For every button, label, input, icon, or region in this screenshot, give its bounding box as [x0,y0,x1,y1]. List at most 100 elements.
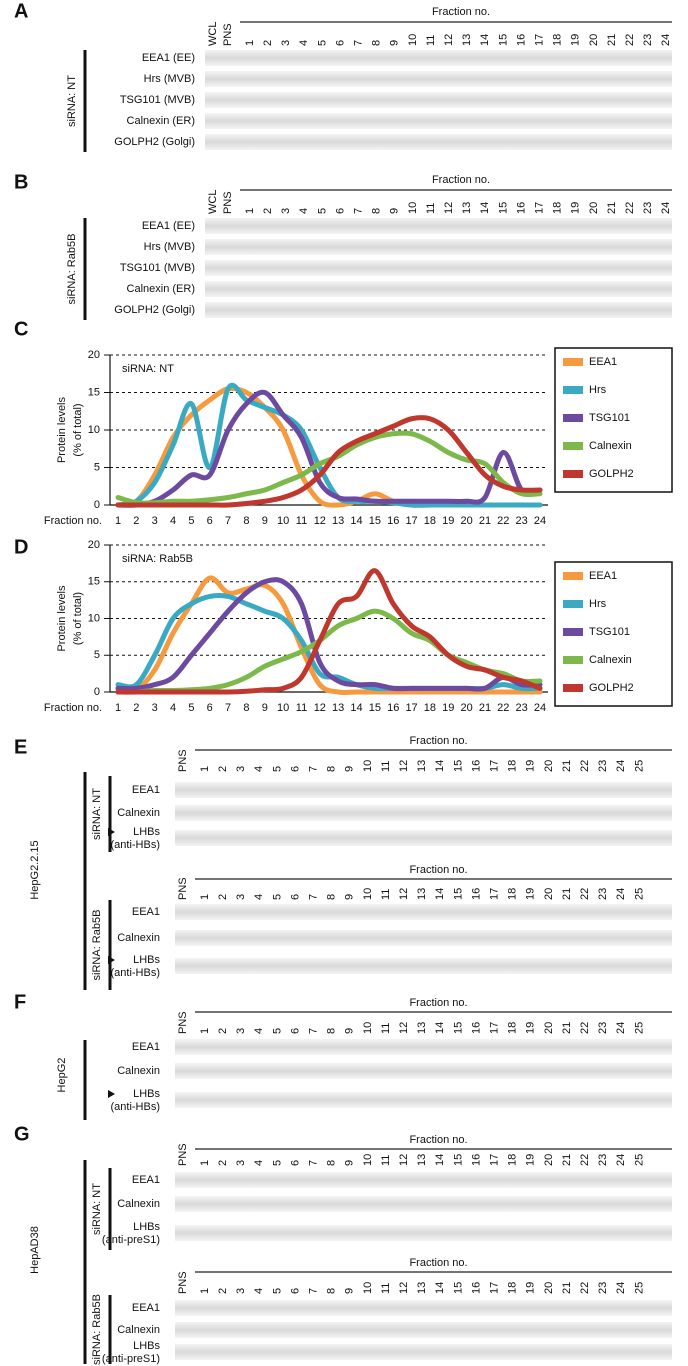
fraction-number: 8 [326,1160,338,1166]
fraction-number: 22 [579,888,591,900]
x-tick-label: 11 [296,702,307,714]
fraction-number: 24 [615,888,627,900]
x-tick-label: 3 [152,702,158,714]
fraction-number: 9 [344,1028,356,1034]
side-label: siRNA: NT [91,788,103,840]
x-tick-label: 13 [332,702,344,714]
fraction-number: 17 [489,760,501,772]
row-label: TSG101 (MVB) [120,262,195,274]
row-label: LHBs [133,1221,160,1233]
data-line [115,382,543,508]
row-label: EEA1 [132,1041,160,1053]
row-label: Hrs (MVB) [144,241,195,253]
blot-strip [175,1322,672,1338]
fraction-title: Fraction no. [409,1257,467,1269]
fraction-number: 22 [579,1022,591,1034]
fraction-number: 1 [199,894,211,900]
fraction-number: 14 [434,760,446,772]
fraction-number: 2 [217,1028,229,1034]
fraction-number: 14 [434,888,446,900]
fraction-number: 20 [543,1022,555,1034]
fraction-number: 15 [452,888,464,900]
x-tick-label: 8 [243,702,249,714]
fraction-number: 5 [271,1028,283,1034]
fraction-number: 21 [606,34,618,46]
side-label: siRNA: Rab5B [91,910,103,981]
fraction-number: 18 [507,1282,519,1294]
y-tick-label: 5 [94,461,100,473]
y-tick-label: 20 [88,349,100,361]
x-tick-label: 3 [152,515,158,527]
fraction-number: 4 [298,208,310,214]
fraction-number: 17 [489,1022,501,1034]
row-label: EEA1 (EE) [142,52,195,64]
fraction-number: 24 [615,1154,627,1166]
x-tick-label: 5 [188,515,194,527]
legend-label: Calnexin [589,440,632,452]
panel-letter: G [14,1123,30,1145]
legend-label: TSG101 [589,412,630,424]
x-tick-label: 1 [115,515,121,527]
row-label: (anti-preS1) [102,1353,160,1365]
fraction-number: 18 [507,888,519,900]
fraction-number: 12 [398,1282,410,1294]
x-tick-label: 19 [442,515,454,527]
legend-label: GOLPH2 [589,468,634,480]
fraction-number: 19 [525,1282,537,1294]
fraction-number: 5 [271,894,283,900]
fraction-number: 20 [588,34,600,46]
fraction-number: 19 [570,34,582,46]
blot-strip [175,1344,672,1360]
blot-strip [205,50,672,66]
lane-label: WCL [207,190,219,214]
fraction-number: 19 [525,760,537,772]
row-label: (anti-HBs) [110,839,160,851]
fraction-number: 1 [244,208,256,214]
fraction-number: 3 [280,40,292,46]
fraction-number: 23 [597,1022,609,1034]
side-label: siRNA: Rab5B [66,234,78,305]
fraction-number: 7 [308,766,320,772]
x-tick-label: 17 [405,702,417,714]
fraction-number: 8 [326,1028,338,1034]
fraction-number: 23 [642,34,654,46]
row-label: GOLPH2 (Golgi) [114,136,195,148]
fraction-number: 13 [416,888,428,900]
data-line [115,577,543,692]
row-label: Calnexin (ER) [127,115,195,127]
fraction-number: 11 [380,1023,392,1034]
fraction-number: 4 [298,40,310,46]
y-tick-label: 5 [94,649,100,661]
row-label: LHBs [133,1340,160,1352]
fraction-number: 10 [407,34,419,46]
blot-strip [205,281,672,297]
fraction-number: 5 [316,40,328,46]
fraction-number: 24 [615,1282,627,1294]
blot-strip [205,218,672,234]
x-tick-label: 10 [277,515,289,527]
blot-strip [175,1300,672,1316]
row-label: EEA1 [132,1174,160,1186]
blot-strip [205,260,672,276]
blot-strip [175,1196,672,1212]
row-label: (anti-preS1) [102,1234,160,1246]
fraction-number: 15 [452,1154,464,1166]
fraction-number: 19 [525,888,537,900]
fraction-number: 3 [235,1288,247,1294]
side-label: siRNA: Rab5B [91,1294,103,1365]
fraction-number: 23 [597,760,609,772]
fraction-number: 7 [308,1160,320,1166]
fraction-number: 12 [398,888,410,900]
fraction-number: 3 [235,766,247,772]
fraction-number: 20 [543,760,555,772]
fraction-number: 13 [416,1154,428,1166]
x-tick-label: 11 [296,515,307,527]
fraction-number: 15 [497,202,509,214]
x-tick-label: 21 [479,515,491,527]
fraction-number: 15 [497,34,509,46]
fraction-number: 13 [416,1022,428,1034]
fraction-number: 13 [416,760,428,772]
fraction-number: 22 [579,1282,591,1294]
lane-label: PNS [222,191,234,214]
fraction-number: 22 [579,760,591,772]
